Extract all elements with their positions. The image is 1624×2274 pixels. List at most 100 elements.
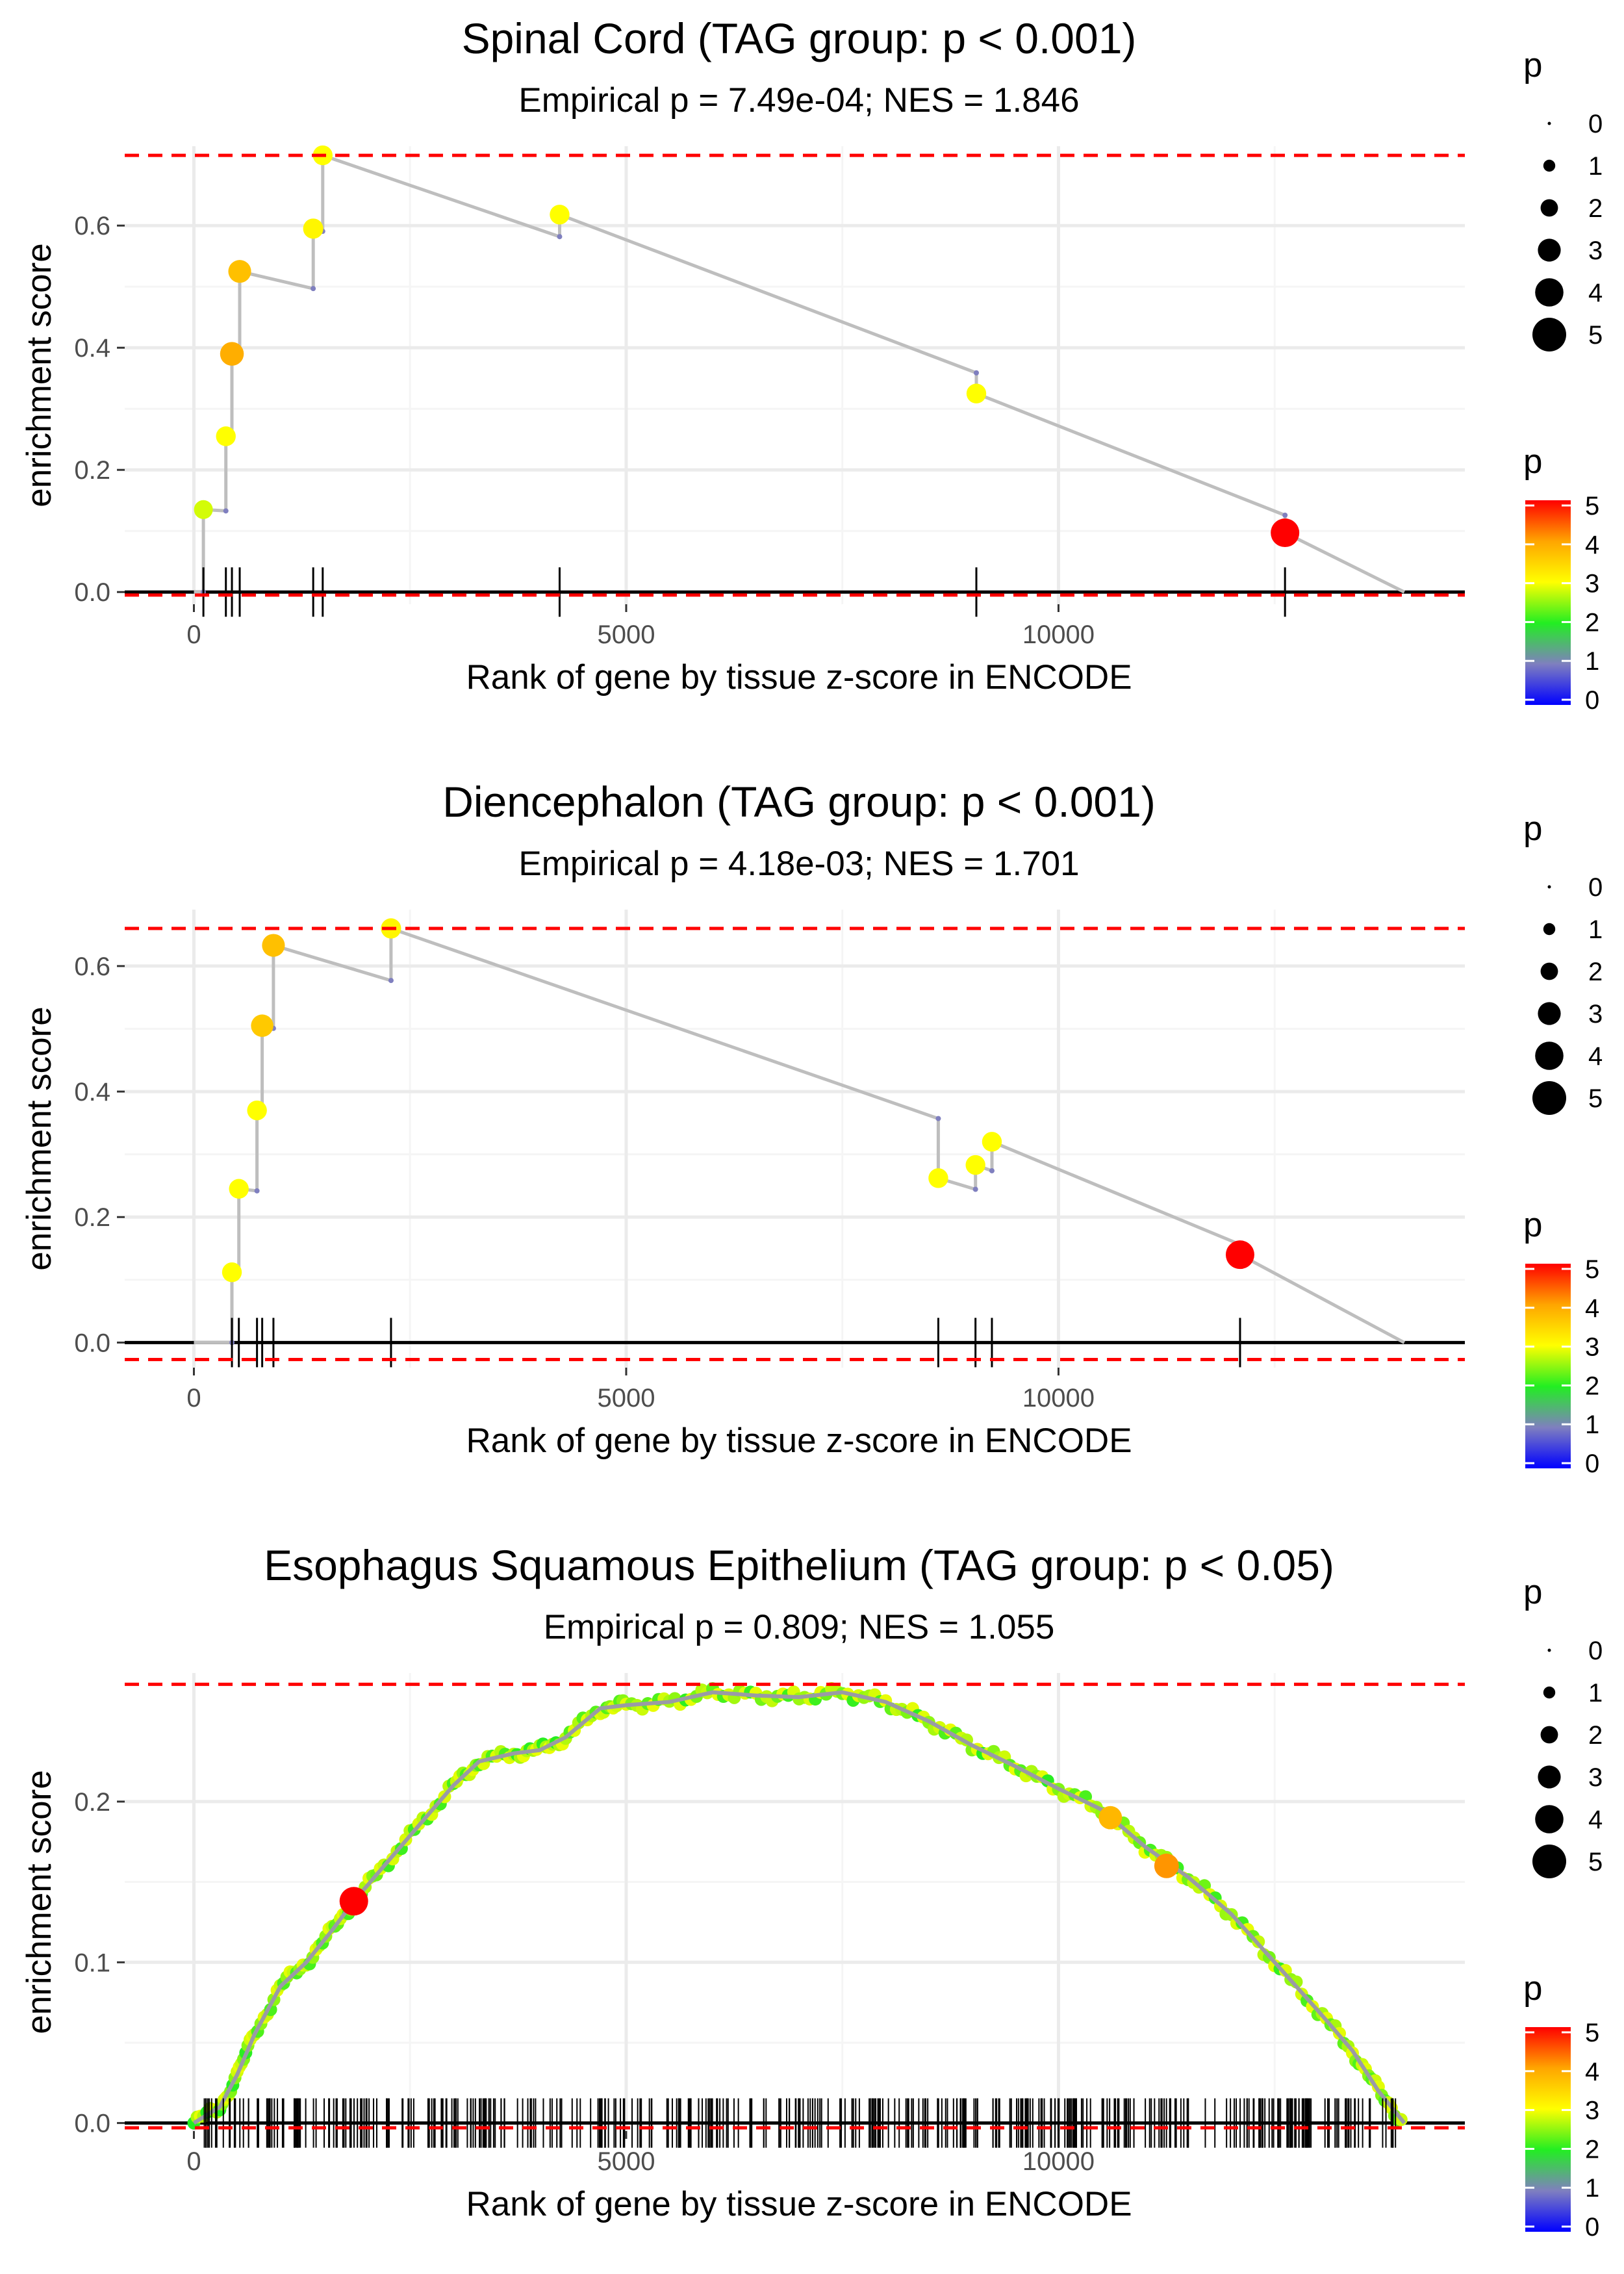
y-tick-label: 0.0 — [74, 1329, 110, 1357]
chart-panel-1: Spinal Cord (TAG group: p < 0.001) Empiri… — [20, 14, 1603, 715]
color-legend-label: 5 — [1585, 2019, 1599, 2047]
hit-point — [550, 205, 570, 225]
y-axis-label: enrichment score — [20, 243, 58, 507]
x-tick-label: 0 — [186, 1384, 201, 1412]
color-legend-label: 2 — [1585, 2135, 1599, 2164]
x-axis-label: Rank of gene by tissue z-score in ENCODE — [466, 658, 1132, 696]
chart-subtitle: Empirical p = 4.18e-03; NES = 1.701 — [518, 845, 1079, 883]
jump-base-point — [557, 234, 563, 240]
size-legend-dot — [1543, 1686, 1556, 1699]
y-tick-label: 0.4 — [74, 1078, 110, 1106]
color-legend-label: 3 — [1585, 2097, 1599, 2125]
es-curve — [194, 926, 1405, 1344]
hit-point — [194, 500, 213, 519]
color-legend-label: 2 — [1585, 1372, 1599, 1400]
color-legend-label: 0 — [1585, 1450, 1599, 1478]
size-legend-label: 1 — [1588, 1679, 1603, 1707]
color-legend-label: 0 — [1585, 686, 1599, 715]
size-legend-dot — [1543, 159, 1556, 172]
hit-point — [222, 1262, 242, 1283]
size-legend-dot — [1535, 1041, 1564, 1070]
color-legend-label: 4 — [1585, 1294, 1599, 1323]
es-curve — [194, 153, 1405, 594]
color-legend-title: p — [1523, 1969, 1542, 2008]
color-legend-label: 3 — [1585, 570, 1599, 598]
hit-point — [216, 426, 236, 446]
chart-subtitle: Empirical p = 0.809; NES = 1.055 — [544, 1608, 1055, 1646]
size-legend-label: 4 — [1588, 279, 1603, 307]
hit-point — [220, 342, 244, 366]
y-tick-label: 0.1 — [74, 1948, 110, 1977]
size-legend-dot — [1543, 923, 1556, 936]
color-legend-label: 4 — [1585, 2058, 1599, 2086]
jump-base-point — [1282, 512, 1288, 518]
size-legend-label: 2 — [1588, 958, 1603, 986]
chart-title: Spinal Cord (TAG group: p < 0.001) — [462, 14, 1137, 62]
hit-point — [982, 1132, 1002, 1152]
color-legend-label: 3 — [1585, 1333, 1599, 1362]
hit-rug — [203, 2098, 1397, 2148]
y-tick-label: 0.6 — [74, 952, 110, 981]
size-legend-label: 1 — [1588, 152, 1603, 181]
hit-point — [1225, 1240, 1254, 1270]
size-legend-label: 5 — [1588, 1084, 1603, 1113]
x-tick-label: 10000 — [1022, 2147, 1095, 2176]
x-axis-label: Rank of gene by tissue z-score in ENCODE — [466, 1422, 1132, 1460]
size-legend-label: 0 — [1588, 873, 1603, 902]
y-tick-label: 0.2 — [74, 1788, 110, 1817]
size-legend-dot — [1547, 1648, 1551, 1652]
size-legend-title: p — [1523, 1573, 1542, 1611]
x-tick-label: 0 — [186, 620, 201, 649]
size-legend-label: 0 — [1588, 1637, 1603, 1665]
hit-point — [228, 260, 251, 283]
size-legend-dot — [1540, 199, 1558, 217]
y-tick-label: 0.6 — [74, 212, 110, 240]
chart-panel-3: Esophagus Squamous Epithelium (TAG group… — [20, 1541, 1603, 2242]
size-legend-dot — [1532, 1081, 1566, 1115]
hit-point — [303, 218, 324, 239]
size-legend-label: 4 — [1588, 1042, 1603, 1071]
y-axis-label: enrichment score — [20, 1006, 58, 1271]
size-legend-dot — [1538, 1002, 1561, 1025]
color-legend-label: 1 — [1585, 2174, 1599, 2203]
color-legend-label: 2 — [1585, 608, 1599, 637]
color-legend-bar — [1525, 1264, 1571, 1468]
jump-base-point — [972, 1186, 978, 1192]
jump-base-point — [311, 286, 316, 292]
size-legend-label: 1 — [1588, 915, 1603, 944]
chart-title: Diencephalon (TAG group: p < 0.001) — [442, 778, 1156, 826]
color-legend-label: 1 — [1585, 1411, 1599, 1439]
y-tick-label: 0.0 — [74, 578, 110, 607]
color-legend-bar — [1525, 500, 1571, 705]
size-legend-label: 2 — [1588, 1721, 1603, 1750]
chart-title: Esophagus Squamous Epithelium (TAG group… — [264, 1541, 1334, 1589]
hit-point — [229, 1179, 249, 1199]
size-legend-dot — [1535, 1805, 1564, 1833]
x-tick-label: 10000 — [1022, 1384, 1095, 1412]
color-legend-title: p — [1523, 442, 1542, 481]
color-legend-label: 5 — [1585, 492, 1599, 520]
size-legend-dot — [1532, 1845, 1566, 1878]
chart-subtitle: Empirical p = 7.49e-04; NES = 1.846 — [518, 81, 1079, 120]
y-axis-label: enrichment score — [20, 1770, 58, 2034]
color-legend-bar — [1525, 2027, 1571, 2232]
size-legend-label: 5 — [1588, 321, 1603, 350]
hit-point — [1154, 1853, 1179, 1878]
jump-base-point — [989, 1168, 995, 1173]
jump-base-point — [223, 508, 229, 514]
size-legend-dot — [1538, 238, 1561, 262]
size-legend-dot — [1538, 1765, 1561, 1789]
y-tick-label: 0.2 — [74, 456, 110, 485]
color-legend-label: 5 — [1585, 1255, 1599, 1284]
size-legend-dot — [1540, 1726, 1558, 1744]
color-legend-label: 1 — [1585, 647, 1599, 676]
y-tick-label: 0.4 — [74, 334, 110, 363]
size-legend-label: 4 — [1588, 1806, 1603, 1834]
hit-point — [339, 1887, 368, 1916]
y-tick-label: 0.0 — [74, 2110, 110, 2138]
hit-point — [247, 1100, 267, 1121]
x-tick-label: 5000 — [597, 1384, 655, 1412]
size-legend-label: 0 — [1588, 110, 1603, 138]
hit-point — [1098, 1806, 1123, 1830]
hit-point — [928, 1168, 948, 1188]
